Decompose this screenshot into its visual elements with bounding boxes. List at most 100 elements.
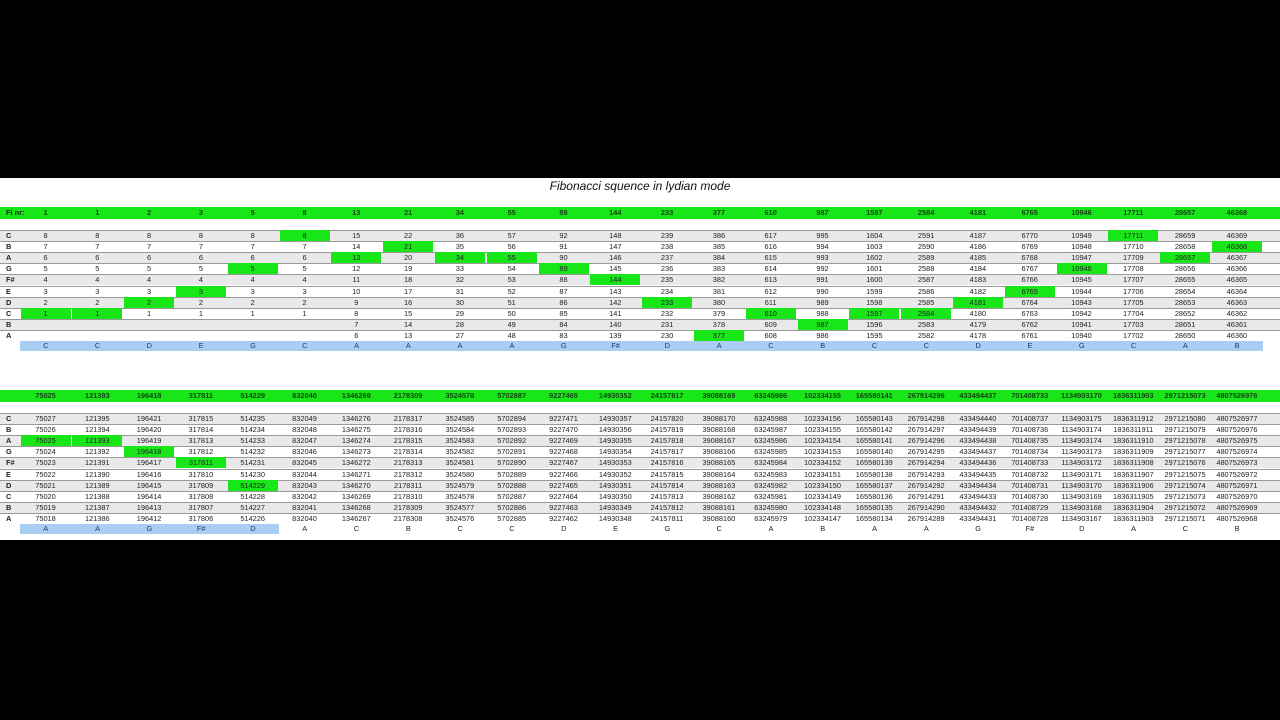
table-cell <box>72 330 122 341</box>
table-cell: 36 <box>455 231 464 240</box>
table-cell: 4179 <box>969 319 987 329</box>
table-cell: 4182 <box>969 286 987 296</box>
table-cell: 5 <box>43 264 48 274</box>
table-cell: 17702 <box>1123 330 1144 340</box>
table-cell: 10943 <box>1071 297 1092 307</box>
table-cell: 384 <box>712 253 726 263</box>
table-cell: 39088168 <box>702 425 736 435</box>
fib-number: 832040 <box>292 391 317 400</box>
table-cell: 102334147 <box>804 513 841 523</box>
highlighted-cell: 8 <box>279 230 330 242</box>
table-cell: 7 <box>95 242 100 252</box>
table-cell: 46365 <box>1226 275 1248 285</box>
highlighted-cell: 377 <box>693 329 744 341</box>
table-cell: 4184 <box>969 264 987 274</box>
table-cell: 5702893 <box>497 425 527 435</box>
table-cell: 102334148 <box>804 502 841 512</box>
note-cell: C <box>1107 341 1160 351</box>
table-cell: 386 <box>712 231 726 240</box>
table-cell: 9 <box>354 297 359 307</box>
fib-number: 1836311903 <box>1112 391 1154 400</box>
table-cell: 1836311905 <box>1113 491 1154 501</box>
table-cell: 24157814 <box>650 480 684 490</box>
table-cell: 2582 <box>917 330 935 340</box>
table-cell: 14930352 <box>598 469 632 479</box>
fib-number: 39088169 <box>702 391 736 400</box>
highlighted-cell: 75025 <box>20 435 71 447</box>
row-note-label: A <box>6 330 12 340</box>
table-cell: 17708 <box>1123 264 1144 274</box>
table-cell: 6770 <box>1021 231 1038 240</box>
table-cell: 46362 <box>1226 308 1248 318</box>
table-cell: 433494435 <box>959 469 997 479</box>
table-cell: 5 <box>302 264 307 274</box>
table-cell: 433494433 <box>959 491 997 501</box>
table-cell: 24157811 <box>650 513 684 523</box>
table-cell: 2178314 <box>393 447 423 457</box>
table-cell: 993 <box>816 253 829 263</box>
row-note-label: A <box>6 253 12 263</box>
fib-number: 28657 <box>1174 208 1196 217</box>
table-cell: 3524580 <box>445 469 475 479</box>
table-cell: 15 <box>352 231 361 240</box>
note-cell: A <box>1159 341 1212 351</box>
table-cell: 3524585 <box>445 414 475 423</box>
table-cell: 2 <box>302 297 307 307</box>
table-cell: 75026 <box>35 425 56 435</box>
table-cell: 7 <box>354 319 359 329</box>
table-row <box>0 263 1280 275</box>
table-cell: 832049 <box>292 414 317 423</box>
fib-number: 2 <box>147 208 152 217</box>
table-cell: 382 <box>712 275 726 285</box>
table-row <box>0 446 1280 458</box>
note-cell: A <box>19 524 72 534</box>
table-cell: 13 <box>403 330 413 340</box>
table-cell: 24157818 <box>650 436 684 446</box>
table-cell: 2178316 <box>393 425 423 435</box>
table-cell: 4187 <box>969 231 987 240</box>
table-cell: 1596 <box>866 319 883 329</box>
row-note-label: B <box>6 242 12 252</box>
table-cell: 28651 <box>1174 319 1196 329</box>
note-cell: G <box>664 524 671 533</box>
table-cell: 7 <box>250 242 255 252</box>
row-note-label: D <box>6 480 12 490</box>
table-cell: 17705 <box>1123 297 1144 307</box>
table-cell: 6767 <box>1021 264 1038 274</box>
table-cell: 9227463 <box>549 502 578 512</box>
table-cell: 3 <box>147 286 152 296</box>
table-cell: 6 <box>302 253 307 263</box>
note-cell: C <box>848 341 901 351</box>
table-cell: 75020 <box>35 491 56 501</box>
table-cell: 143 <box>609 286 622 296</box>
table-cell: 6 <box>43 253 48 263</box>
table-cell: 9227467 <box>549 458 578 468</box>
note-cell: B <box>1234 524 1240 533</box>
table-cell: 988 <box>816 308 829 318</box>
highlighted-cell: 55 <box>486 252 537 264</box>
note-cell: A <box>872 524 877 533</box>
table-cell: 63245982 <box>754 480 788 490</box>
table-cell: 614 <box>764 264 777 274</box>
table-cell: 53 <box>507 275 516 285</box>
table-cell: 10948 <box>1071 242 1092 252</box>
table-cell: 5 <box>147 264 152 274</box>
table-cell: 832044 <box>292 469 317 479</box>
highlighted-cell: 196418 <box>124 446 175 458</box>
table-cell: 196420 <box>136 425 162 435</box>
table-cell: 2178309 <box>393 502 423 512</box>
table-cell: 1600 <box>866 275 883 285</box>
table-cell: 28 <box>455 319 464 329</box>
table-cell: 9227470 <box>549 425 578 435</box>
table-cell: 433494439 <box>959 425 997 435</box>
table-cell: 29 <box>455 308 464 318</box>
table-cell: 383 <box>712 264 726 274</box>
table-cell: 142 <box>609 297 622 307</box>
table-cell: 4807526976 <box>1216 425 1258 435</box>
table-cell: 17 <box>403 286 413 296</box>
table-cell: 14930355 <box>598 436 632 446</box>
table-cell: 39088165 <box>702 458 736 468</box>
table-cell: 5 <box>198 264 203 274</box>
table-row <box>0 413 1280 425</box>
table-cell: 121389 <box>84 480 110 490</box>
